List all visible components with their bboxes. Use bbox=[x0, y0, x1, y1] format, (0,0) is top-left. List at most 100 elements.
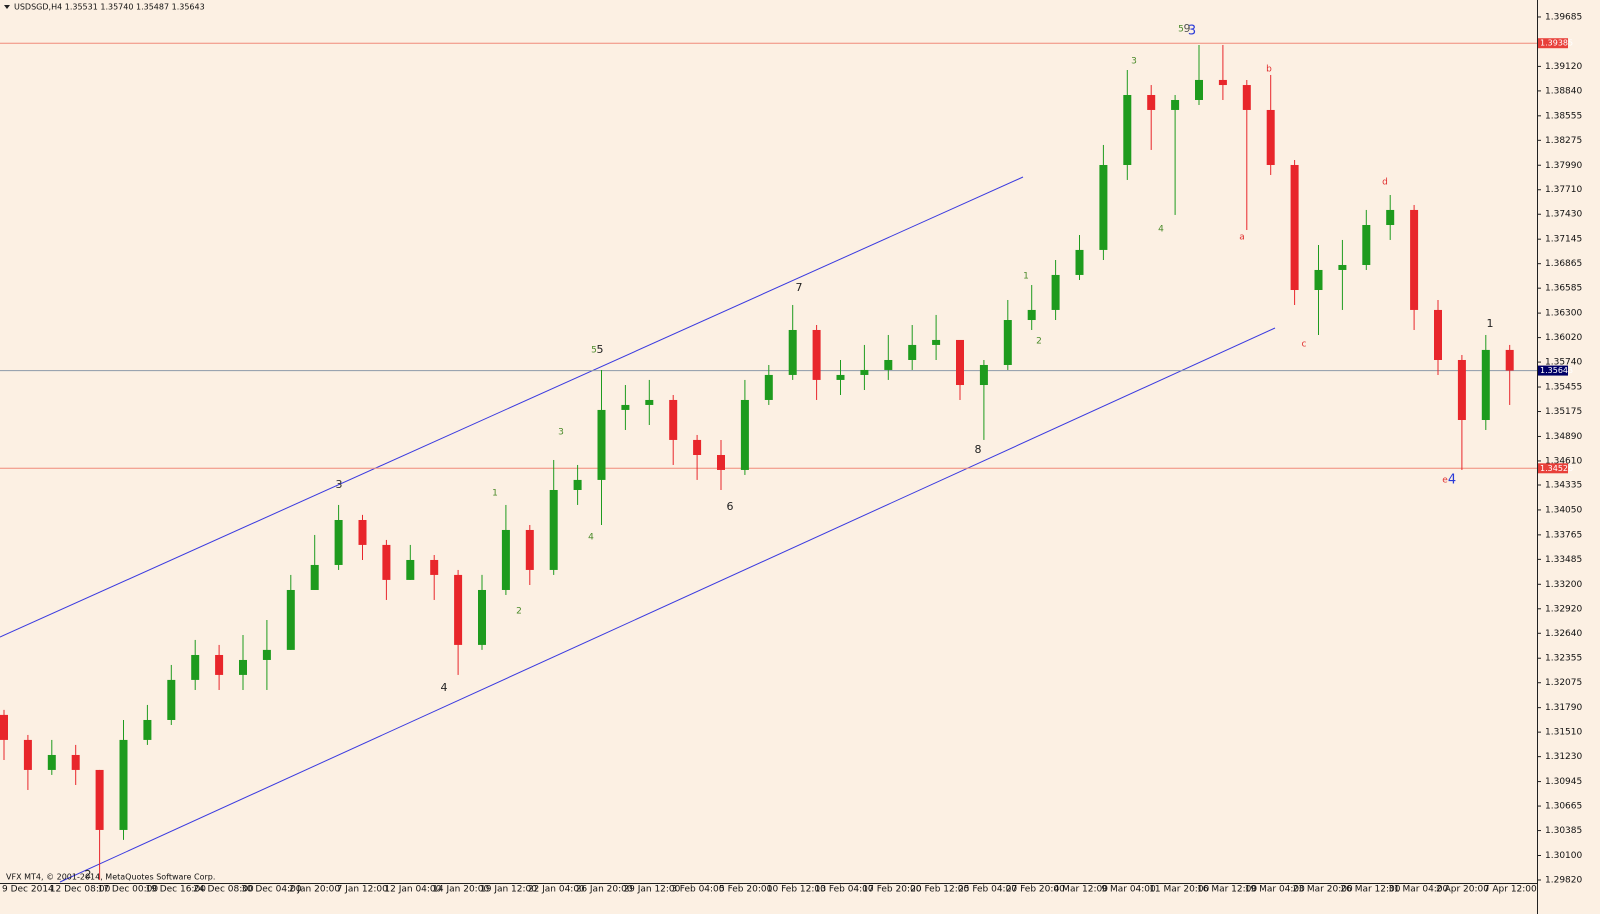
x-tick-label: 7 Apr 12:00 bbox=[1484, 885, 1537, 895]
x-tick-label: 22 Jan 04:00 bbox=[528, 885, 585, 895]
x-tick-label: 4 Mar 12:00 bbox=[1054, 885, 1109, 895]
y-tick-label: 1.35740 bbox=[1545, 358, 1582, 368]
candle-body bbox=[1434, 309, 1442, 360]
candle-body bbox=[740, 399, 749, 470]
x-tick-label: 16 Mar 12:00 bbox=[1197, 885, 1257, 895]
candle-body bbox=[788, 329, 797, 375]
x-tick-label: 26 Jan 20:00 bbox=[576, 885, 633, 895]
x-tick-label: 11 Mar 20:00 bbox=[1149, 885, 1209, 895]
candle-body bbox=[669, 399, 678, 440]
candle-body bbox=[1195, 79, 1203, 100]
candle-body bbox=[621, 404, 630, 410]
wave-label: 4 bbox=[1448, 473, 1456, 488]
candle-body bbox=[1147, 95, 1156, 110]
x-tick-label: 17 Feb 20:00 bbox=[862, 885, 921, 895]
wave-label: e bbox=[1442, 476, 1448, 486]
candle-body bbox=[430, 559, 439, 575]
wave-label: 2 bbox=[1036, 337, 1042, 347]
y-tick-label: 1.34050 bbox=[1545, 505, 1582, 515]
channel-lower-line bbox=[59, 327, 1276, 883]
candle-body bbox=[884, 359, 893, 370]
x-tick-label: 19 Mar 04:00 bbox=[1245, 885, 1305, 895]
x-tick-label: 30 Dec 04:00 bbox=[241, 885, 302, 895]
x-tick-label: 26 Mar 12:00 bbox=[1340, 885, 1400, 895]
candle-body bbox=[836, 374, 845, 380]
y-tick-label: 1.35455 bbox=[1545, 383, 1582, 393]
chart-header: USDSGD,H4 1.35531 1.35740 1.35487 1.3564… bbox=[14, 3, 205, 12]
level-label-bg bbox=[1538, 365, 1568, 376]
wave-label: 3 bbox=[1131, 57, 1137, 67]
candle-body bbox=[1266, 109, 1275, 165]
x-tick-label: 9 Dec 2014 bbox=[2, 885, 54, 895]
y-tick-label: 1.31790 bbox=[1545, 703, 1582, 713]
y-tick-label: 1.30385 bbox=[1545, 826, 1582, 836]
wave-label: 3 bbox=[336, 478, 343, 491]
x-tick-label: 12 Jan 04:00 bbox=[384, 885, 441, 895]
wave-label: a bbox=[1239, 233, 1245, 243]
wave-label: 5 bbox=[591, 346, 597, 356]
y-tick-label: 1.38555 bbox=[1545, 111, 1582, 121]
candle-body bbox=[525, 529, 534, 570]
candle-body bbox=[1171, 99, 1180, 110]
chart-footer: VFX MT4, © 2001-2014, MetaQuotes Softwar… bbox=[6, 873, 215, 882]
candle-body bbox=[23, 739, 32, 770]
candle-body bbox=[119, 739, 128, 830]
x-tick-label: 2 Jan 20:00 bbox=[289, 885, 341, 895]
level-label: 1.34526 bbox=[1540, 464, 1573, 473]
candle-body bbox=[860, 369, 869, 375]
menu-arrow[interactable] bbox=[4, 5, 10, 9]
level-label-bg bbox=[1538, 38, 1568, 49]
candle-body bbox=[932, 339, 941, 345]
y-tick-label: 1.34335 bbox=[1545, 481, 1582, 491]
candle-body bbox=[1075, 249, 1084, 275]
x-tick-label: 17 Dec 00:00 bbox=[98, 885, 159, 895]
y-tick-label: 1.37430 bbox=[1545, 210, 1582, 220]
y-tick-label: 1.33200 bbox=[1545, 580, 1582, 590]
x-tick-label: 19 Dec 16:00 bbox=[145, 885, 206, 895]
x-tick-label: 23 Mar 20:00 bbox=[1293, 885, 1353, 895]
candle-body bbox=[95, 769, 104, 830]
wave-label: 4 bbox=[588, 533, 594, 543]
x-tick-label: 20 Feb 12:00 bbox=[910, 885, 969, 895]
wave-label: d bbox=[1382, 178, 1388, 188]
x-tick-label: 27 Feb 20:00 bbox=[1006, 885, 1065, 895]
candle-body bbox=[908, 344, 917, 360]
wave-label: 3 bbox=[1188, 24, 1196, 39]
candle-body bbox=[1242, 85, 1251, 110]
candle-body bbox=[167, 679, 176, 720]
wave-label: 1 bbox=[1023, 272, 1029, 282]
y-tick-label: 1.31510 bbox=[1545, 728, 1582, 738]
level-label-bg bbox=[1538, 463, 1568, 474]
candle-body bbox=[1457, 359, 1466, 421]
candle-body bbox=[1027, 309, 1036, 321]
y-tick-label: 1.38840 bbox=[1545, 86, 1582, 96]
candle-body bbox=[262, 649, 271, 660]
y-tick-label: 1.36300 bbox=[1545, 309, 1582, 319]
y-tick-label: 1.39120 bbox=[1545, 62, 1582, 72]
y-tick-label: 1.29820 bbox=[1545, 875, 1582, 885]
candle-body bbox=[717, 454, 725, 470]
candle-body bbox=[693, 439, 702, 455]
candle-body bbox=[1314, 269, 1323, 291]
y-tick-label: 1.36865 bbox=[1545, 259, 1582, 269]
y-tick-label: 1.33765 bbox=[1545, 530, 1582, 540]
candle-body bbox=[645, 399, 654, 405]
y-tick-label: 1.38275 bbox=[1545, 136, 1582, 146]
x-tick-label: 2 Apr 20:00 bbox=[1436, 885, 1489, 895]
y-tick-label: 1.32075 bbox=[1545, 678, 1582, 688]
candle-body bbox=[382, 544, 391, 580]
y-tick-label: 1.34610 bbox=[1545, 456, 1582, 466]
candle-body bbox=[1362, 225, 1371, 265]
candle-body bbox=[573, 479, 582, 490]
y-tick-label: 1.39685 bbox=[1545, 12, 1582, 22]
x-tick-label: 3 Feb 04:00 bbox=[671, 885, 725, 895]
candle-body bbox=[1338, 264, 1347, 270]
candle-body bbox=[286, 589, 295, 650]
y-tick-label: 1.37990 bbox=[1545, 161, 1582, 171]
candle-body bbox=[334, 519, 343, 565]
x-tick-label: 31 Mar 04:00 bbox=[1388, 885, 1448, 895]
wave-label: 1 bbox=[492, 489, 498, 499]
